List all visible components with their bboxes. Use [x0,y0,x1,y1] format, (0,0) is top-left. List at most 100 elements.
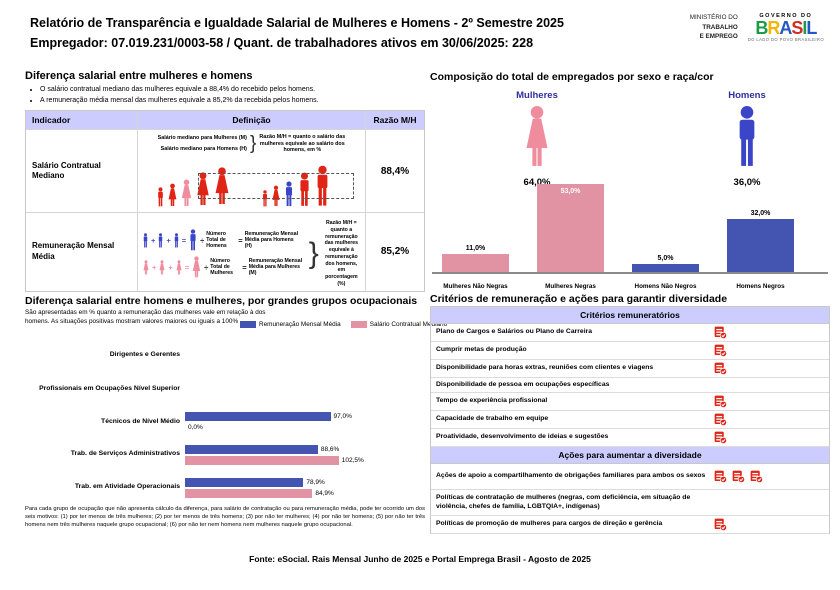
salary-indicator-table: Indicador Definição Razão M/H Salário Co… [25,110,425,292]
population-pictogram [156,161,361,207]
remuneration-criteria-header: Critérios remuneratórios [431,307,829,324]
woman-icon [175,260,183,275]
criteria-row: Disponibilidade de pessoa em ocupações e… [431,378,829,393]
occ-group-tecnicos: Técnicos de Nível Médio 97,0% 0,0% [101,412,352,431]
criterion-applied-icon [714,395,727,408]
bar-homens-nao-negros: 5,0% [632,255,699,272]
woman-icon [142,260,150,275]
criteria-row: Proatividade, desenvolvimento de ideias … [431,429,829,447]
criteria-row: Disponibilidade para horas extras, reuni… [431,360,829,378]
x-axis-line [432,272,828,274]
bar-mulheres-negras: 53,0% [537,184,604,272]
median-definition-lines: Salário mediano para Mulheres (M) Salári… [158,133,247,155]
bar-remuneracao [185,477,304,487]
header-logos: MINISTÉRIO DO TRABALHO E EMPREGO GOVERNO… [690,13,824,42]
occupational-subtitle: São apresentadas em % quanto a remuneraç… [25,309,266,325]
source-line: Fonte: eSocial. Rais Mensal Junho de 202… [249,554,591,564]
man-icon [157,233,164,248]
table-row-salario-mediano: Salário Contratual Mediano Salário media… [26,129,424,212]
indicator-label: Remuneração Mensal Média [32,241,115,261]
big-woman-icon [191,256,202,278]
criterion-applied-icon [714,431,727,444]
ratio-value: 88,4% [380,165,410,177]
chart-legend: Remuneração Mensal Média Salário Contrat… [240,321,447,328]
bar-salario [185,488,313,498]
ministry-logo: MINISTÉRIO DO TRABALHO E EMPREGO [690,13,738,41]
criterion-applied-icon [714,344,727,357]
occ-group-operacionais: Trab. em Atividade Operacionais 78,9% 84… [74,477,334,498]
indicator-label: Salário Contratual Mediano [32,160,101,180]
composition-heading: Composição do total de empregados por se… [430,71,714,83]
criteria-heading: Critérios de remuneração e ações para ga… [430,293,728,305]
criterion-applied-icon [714,326,727,339]
occupational-heading: Diferença salarial entre homens e mulher… [25,295,418,307]
action-applied-icon [714,470,727,483]
race-gender-bar-chart: 11,0% 53,0% 5,0% 32,0% Mulheres Não Negr… [430,172,830,292]
legend-swatch-blue [240,321,256,328]
women-share-block: Mulheres 64,0% [477,90,597,188]
occupational-bar-chart: Dirigentes e Gerentes Profissionais em O… [25,338,425,504]
occ-group-servicos-adm: Trab. de Serviços Administrativos 88,6% … [70,444,364,465]
man-icon [734,105,760,168]
bullet-median-salary: O salário contratual mediano das mulhere… [40,86,420,93]
man-icon [142,233,149,248]
big-man-icon [188,229,198,251]
bar-salario [185,455,339,465]
median-men-line: Salário mediano para Homens (H) [160,146,247,152]
criterion-applied-icon [714,413,727,426]
col-indicador: Indicador [26,111,138,129]
table-row-remuneracao-media: Remuneração Mensal Média + + = ÷ [26,212,424,291]
ministry-line3: E EMPREGO [699,33,738,41]
ministry-line1: MINISTÉRIO DO [689,14,738,22]
diversity-row: Políticas de promoção de mulheres para c… [431,516,829,534]
criterion-applied-icon [714,362,727,375]
brace-glyph: } [308,236,319,270]
bar-remuneracao [185,444,318,454]
bullet-mean-salary: A remuneração média mensal das mulheres … [40,97,420,104]
legend-salario: Salário Contratual Mediano [350,321,447,328]
women-label: Mulheres [516,90,558,101]
woman-icon [522,105,552,168]
col-definicao: Definição [138,111,366,129]
ratio-value: 85,2% [380,246,410,258]
criteria-row: Capacidade de trabalho em equipe [431,411,829,429]
person-icon [167,183,178,207]
salary-diff-heading: Diferença salarial entre mulheres e home… [25,70,253,82]
men-label: Homens [728,90,766,101]
criteria-table: Critérios remuneratórios Plano de Cargos… [430,306,830,534]
man-icon [173,233,180,248]
diversity-actions-header: Ações para aumentar a diversidade [431,447,829,464]
median-dashed-link [198,173,354,199]
criteria-row: Tempo de experiência profissional [431,393,829,411]
person-icon [156,187,165,207]
governo-brasil-logo: GOVERNO DO BRASIL DO LADO DO POVO BRASIL… [748,13,824,42]
men-percentage: 36,0% [733,177,761,188]
action-applied-icon [732,470,745,483]
men-share-block: Homens 36,0% [687,90,807,188]
bar-homens-negros: 32,0% [727,210,794,272]
diversity-row: Ações de apoio a compartilhamento de obr… [431,464,829,490]
ministry-line2: TRABALHO [702,23,738,31]
occ-group-profissionais: Profissionais em Ocupações Nível Superio… [39,384,180,392]
median-women-line: Salário mediano para Mulheres (M) [157,135,247,142]
action-applied-icon [750,470,763,483]
women-percentage: 64,0% [523,177,551,188]
salary-table-header: Indicador Definição Razão M/H [26,111,424,129]
gov-tagline: DO LADO DO POVO BRASILEIRO [747,37,824,42]
bar-mulheres-nao-negras: 11,0% [442,245,509,272]
salary-diff-bullets: O salário contratual mediano das mulhere… [40,86,420,108]
criteria-row: Cumprir metas de produção [431,342,829,360]
gov-top-label: GOVERNO DO [759,13,813,19]
diversity-row: Políticas de contratação de mulheres (ne… [431,490,829,516]
criteria-row: Plano de Cargos e Salários ou Plano de C… [431,324,829,342]
woman-icon [158,260,166,275]
action-applied-icon [714,518,727,531]
occ-group-dirigentes: Dirigentes e Gerentes [109,350,180,358]
women-average-formula: + + = ÷ Número Total de Mulheres = Remun… [142,256,306,278]
brasil-wordmark: BRASIL [755,18,817,38]
ratio-note: Razão M/H = quanto o salário das mulhere… [259,133,346,154]
men-average-formula: + + = ÷ Número Total de Homens = Remuner… [142,229,306,251]
ratio-note: Razão M/H = quanto a remuneração das mul… [324,220,359,287]
report-title: Relatório de Transparência e Igualdade S… [30,16,564,30]
